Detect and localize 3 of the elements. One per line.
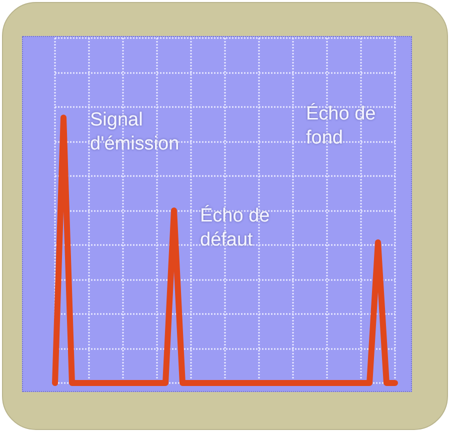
annotation: Écho de fond <box>306 102 381 148</box>
annotation: Signal d'émission <box>90 110 180 154</box>
annotation: Écho de défaut <box>200 204 275 250</box>
